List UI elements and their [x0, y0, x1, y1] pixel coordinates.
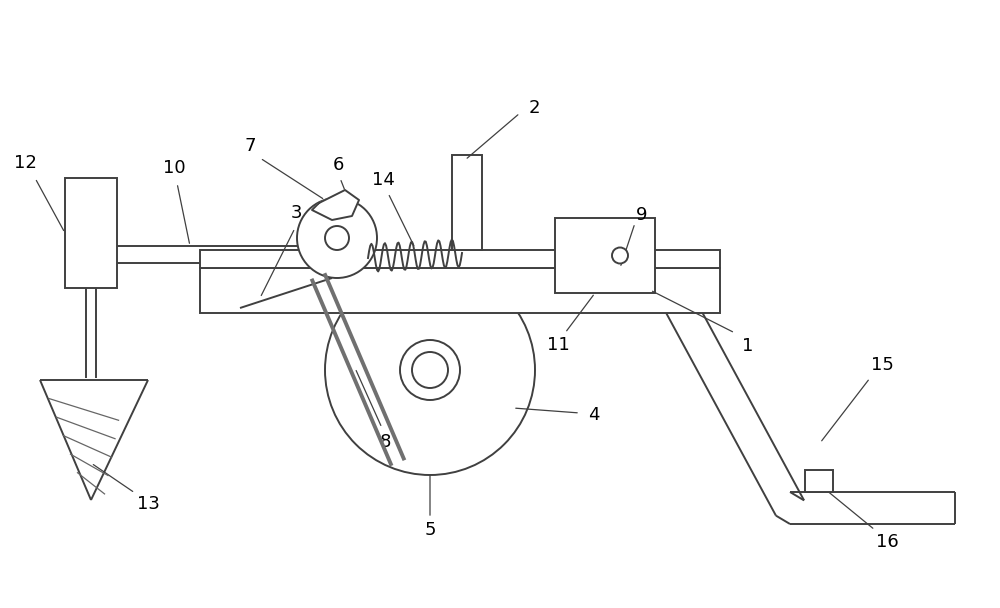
Text: 12: 12	[14, 154, 36, 172]
Bar	[805, 470, 833, 492]
Polygon shape	[40, 380, 148, 500]
Text: 4: 4	[588, 406, 600, 424]
Text: 6: 6	[332, 156, 344, 174]
Text: 3: 3	[290, 204, 302, 222]
Text: 1: 1	[742, 337, 754, 355]
Text: 14: 14	[372, 171, 394, 189]
Polygon shape	[312, 190, 359, 220]
Bar	[555, 218, 655, 293]
Text: 16: 16	[876, 533, 898, 551]
Text: 15: 15	[871, 356, 893, 374]
Circle shape	[412, 352, 448, 388]
Circle shape	[400, 340, 460, 400]
Circle shape	[297, 198, 377, 278]
Bar	[452, 155, 482, 250]
Circle shape	[325, 226, 349, 250]
Text: 8: 8	[379, 433, 391, 451]
Text: 11: 11	[547, 336, 569, 354]
Text: 10: 10	[163, 159, 185, 177]
Circle shape	[325, 265, 535, 475]
Text: 2: 2	[528, 99, 540, 117]
Bar	[65, 178, 117, 288]
Circle shape	[612, 247, 628, 263]
Bar	[200, 268, 720, 313]
Bar	[200, 250, 720, 268]
Text: 13: 13	[137, 495, 159, 513]
Text: 5: 5	[424, 521, 436, 539]
Text: 7: 7	[244, 137, 256, 155]
Text: 9: 9	[636, 206, 648, 224]
